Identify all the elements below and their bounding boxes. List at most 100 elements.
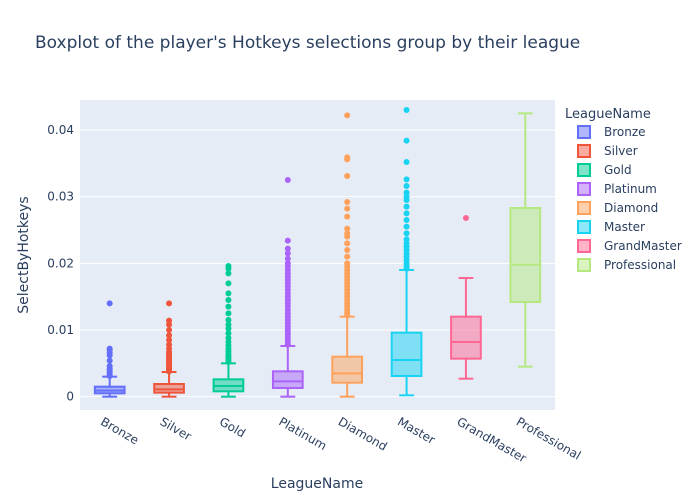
legend-label: GrandMaster [604, 239, 682, 253]
y-tick-label: 0.03 [47, 190, 74, 204]
legend-swatch [577, 201, 591, 215]
outlier-point [403, 223, 410, 230]
legend-swatch [577, 258, 591, 272]
outlier-point [403, 159, 410, 165]
outlier-point [225, 310, 232, 317]
outlier-point [225, 290, 232, 297]
outlier-point [166, 327, 173, 333]
outlier-point [403, 210, 410, 217]
legend-swatch [577, 144, 591, 158]
outlier-point [344, 199, 351, 205]
legend-item-professional[interactable]: Professional [577, 258, 676, 272]
y-tick-label: 0.04 [47, 123, 74, 137]
outlier-point [284, 237, 291, 244]
box-diamond[interactable] [331, 112, 364, 398]
legend-item-gold[interactable]: Gold [577, 163, 632, 177]
y-tick-label: 0 [66, 390, 74, 404]
outlier-point [344, 240, 351, 247]
box-professional[interactable] [509, 112, 542, 368]
iqr-box [450, 315, 482, 360]
outlier-point [344, 253, 351, 260]
outlier-point [403, 230, 410, 237]
x-axis-title: LeagueName [271, 476, 363, 492]
legend-label: Master [604, 220, 645, 234]
iqr-box [271, 370, 304, 390]
outlier-point [344, 154, 351, 161]
outlier-point [225, 303, 232, 310]
outlier-point [284, 260, 291, 267]
outlier-point [344, 225, 351, 232]
outlier-point [166, 300, 173, 307]
outlier-point [403, 137, 410, 144]
box-gold[interactable] [212, 263, 245, 398]
outlier-point [225, 280, 232, 287]
box-silver[interactable] [153, 300, 185, 398]
outlier-point [284, 177, 291, 183]
outlier-point [403, 176, 410, 183]
box-series [93, 107, 542, 398]
outlier-point [284, 250, 291, 257]
legend-swatch [577, 220, 591, 234]
y-tick-label: 0.01 [47, 323, 74, 337]
outlier-point [403, 107, 410, 113]
chart-title: Boxplot of the player's Hotkeys selectio… [35, 33, 581, 53]
legend-label: Bronze [604, 125, 646, 139]
outlier-point [344, 112, 351, 119]
iqr-box [509, 207, 542, 303]
legend-label: Professional [604, 258, 676, 272]
outlier-point [106, 345, 113, 352]
outlier-point [225, 317, 232, 323]
iqr-box [153, 383, 185, 394]
legend-item-silver[interactable]: Silver [577, 144, 638, 158]
legend-item-platinum[interactable]: Platinum [577, 182, 657, 196]
outlier-point [344, 230, 351, 237]
grid-lines [80, 129, 555, 398]
y-axis-title: SelectByHotkeys [16, 196, 32, 313]
outlier-point [344, 247, 351, 253]
legend-item-master[interactable]: Master [577, 220, 645, 234]
outlier-point [403, 236, 410, 243]
legend-item-grandmaster[interactable]: GrandMaster [577, 239, 682, 253]
outlier-point [106, 357, 113, 364]
outlier-point [403, 183, 410, 189]
legend-label: Platinum [604, 182, 657, 196]
outlier-point [344, 173, 351, 179]
legend-swatch [577, 182, 591, 196]
outlier-point [344, 213, 351, 220]
outlier-point [166, 341, 173, 348]
box-grandmaster[interactable] [450, 215, 482, 380]
outlier-point [106, 363, 113, 369]
outlier-point [344, 205, 351, 212]
x-tick-label: Silver [158, 414, 194, 443]
y-tick-label: 0.02 [47, 256, 74, 270]
x-tick-label: Gold [217, 414, 248, 440]
legend-item-diamond[interactable]: Diamond [577, 201, 658, 215]
x-tick-label: Master [395, 414, 438, 447]
outlier-point [284, 245, 291, 252]
x-tick-label: Platinum [276, 414, 329, 453]
outlier-point [403, 189, 410, 196]
box-bronze[interactable] [93, 300, 126, 398]
outlier-point [225, 335, 232, 341]
box-master[interactable] [390, 107, 423, 397]
outlier-point [225, 330, 232, 337]
legend-title: LeagueName [565, 107, 651, 122]
outlier-point [225, 270, 232, 277]
x-tick-label: Diamond [336, 414, 390, 453]
legend-item-bronze[interactable]: Bronze [577, 125, 646, 139]
box-platinum[interactable] [271, 177, 304, 398]
legend-label: Silver [604, 144, 638, 158]
outlier-point [225, 263, 232, 269]
y-axis-ticks: 0 0.01 0.02 0.03 0.04 [47, 123, 74, 404]
outlier-point [284, 255, 291, 262]
outlier-point [166, 317, 173, 324]
outlier-point [225, 321, 232, 328]
outlier-point [403, 203, 410, 210]
legend-label: Diamond [604, 201, 658, 215]
iqr-box [331, 355, 364, 384]
legend-swatch [577, 239, 591, 253]
legend[interactable]: Bronze Silver Gold Platinum Diamond Master Gra… [577, 125, 682, 272]
x-axis-ticks: Bronze Silver Gold Platinum Diamond Master Gra… [98, 414, 583, 465]
